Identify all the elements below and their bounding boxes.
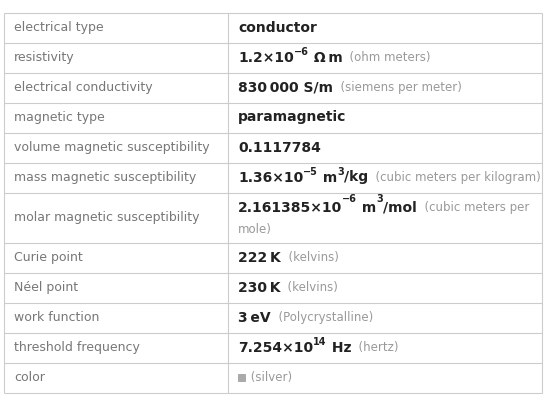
Text: (ohm meters): (ohm meters) [342, 51, 431, 64]
Text: (silver): (silver) [247, 371, 292, 384]
Text: m: m [318, 171, 337, 185]
Text: threshold frequency: threshold frequency [14, 341, 140, 354]
Text: m: m [357, 200, 376, 215]
Text: conductor: conductor [238, 21, 317, 34]
Text: volume magnetic susceptibility: volume magnetic susceptibility [14, 141, 210, 154]
Text: (kelvins): (kelvins) [281, 251, 339, 264]
Text: 830 000 S/m: 830 000 S/m [238, 81, 333, 94]
Text: (kelvins): (kelvins) [281, 281, 339, 294]
Text: paramagnetic: paramagnetic [238, 111, 346, 124]
Text: 2.161385×10: 2.161385×10 [238, 200, 342, 215]
Text: −6: −6 [342, 194, 357, 203]
Text: 3 eV: 3 eV [238, 311, 271, 324]
Text: mole): mole) [238, 224, 272, 237]
Text: electrical type: electrical type [14, 21, 104, 34]
Text: (siemens per meter): (siemens per meter) [333, 81, 462, 94]
Text: Néel point: Néel point [14, 281, 78, 294]
Text: molar magnetic susceptibility: molar magnetic susceptibility [14, 211, 199, 224]
Text: 3: 3 [337, 167, 344, 177]
Text: magnetic type: magnetic type [14, 111, 105, 124]
Text: 1.2×10: 1.2×10 [238, 51, 294, 64]
Text: 3: 3 [376, 194, 383, 203]
Text: (cubic meters per: (cubic meters per [417, 201, 529, 214]
Text: /mol: /mol [383, 200, 417, 215]
Text: mass magnetic susceptibility: mass magnetic susceptibility [14, 171, 196, 184]
Text: Ω m: Ω m [308, 51, 342, 64]
Text: Hz: Hz [327, 341, 351, 354]
Text: work function: work function [14, 311, 99, 324]
Text: 222 K: 222 K [238, 251, 281, 264]
Text: −6: −6 [294, 47, 308, 57]
Text: −5: −5 [303, 167, 318, 177]
Text: (cubic meters per kilogram): (cubic meters per kilogram) [368, 171, 541, 184]
Text: 230 K: 230 K [238, 281, 281, 294]
Text: electrical conductivity: electrical conductivity [14, 81, 153, 94]
Text: color: color [14, 371, 45, 384]
Text: 1.36×10: 1.36×10 [238, 171, 303, 185]
Text: 7.254×10: 7.254×10 [238, 341, 313, 354]
Text: (hertz): (hertz) [351, 341, 399, 354]
Text: resistivity: resistivity [14, 51, 75, 64]
Text: 0.1117784: 0.1117784 [238, 141, 321, 154]
Text: 14: 14 [313, 337, 327, 347]
Text: Curie point: Curie point [14, 251, 83, 264]
Text: /kg: /kg [344, 171, 368, 185]
Text: (Polycrystalline): (Polycrystalline) [271, 311, 373, 324]
Bar [238, 374, 245, 381]
